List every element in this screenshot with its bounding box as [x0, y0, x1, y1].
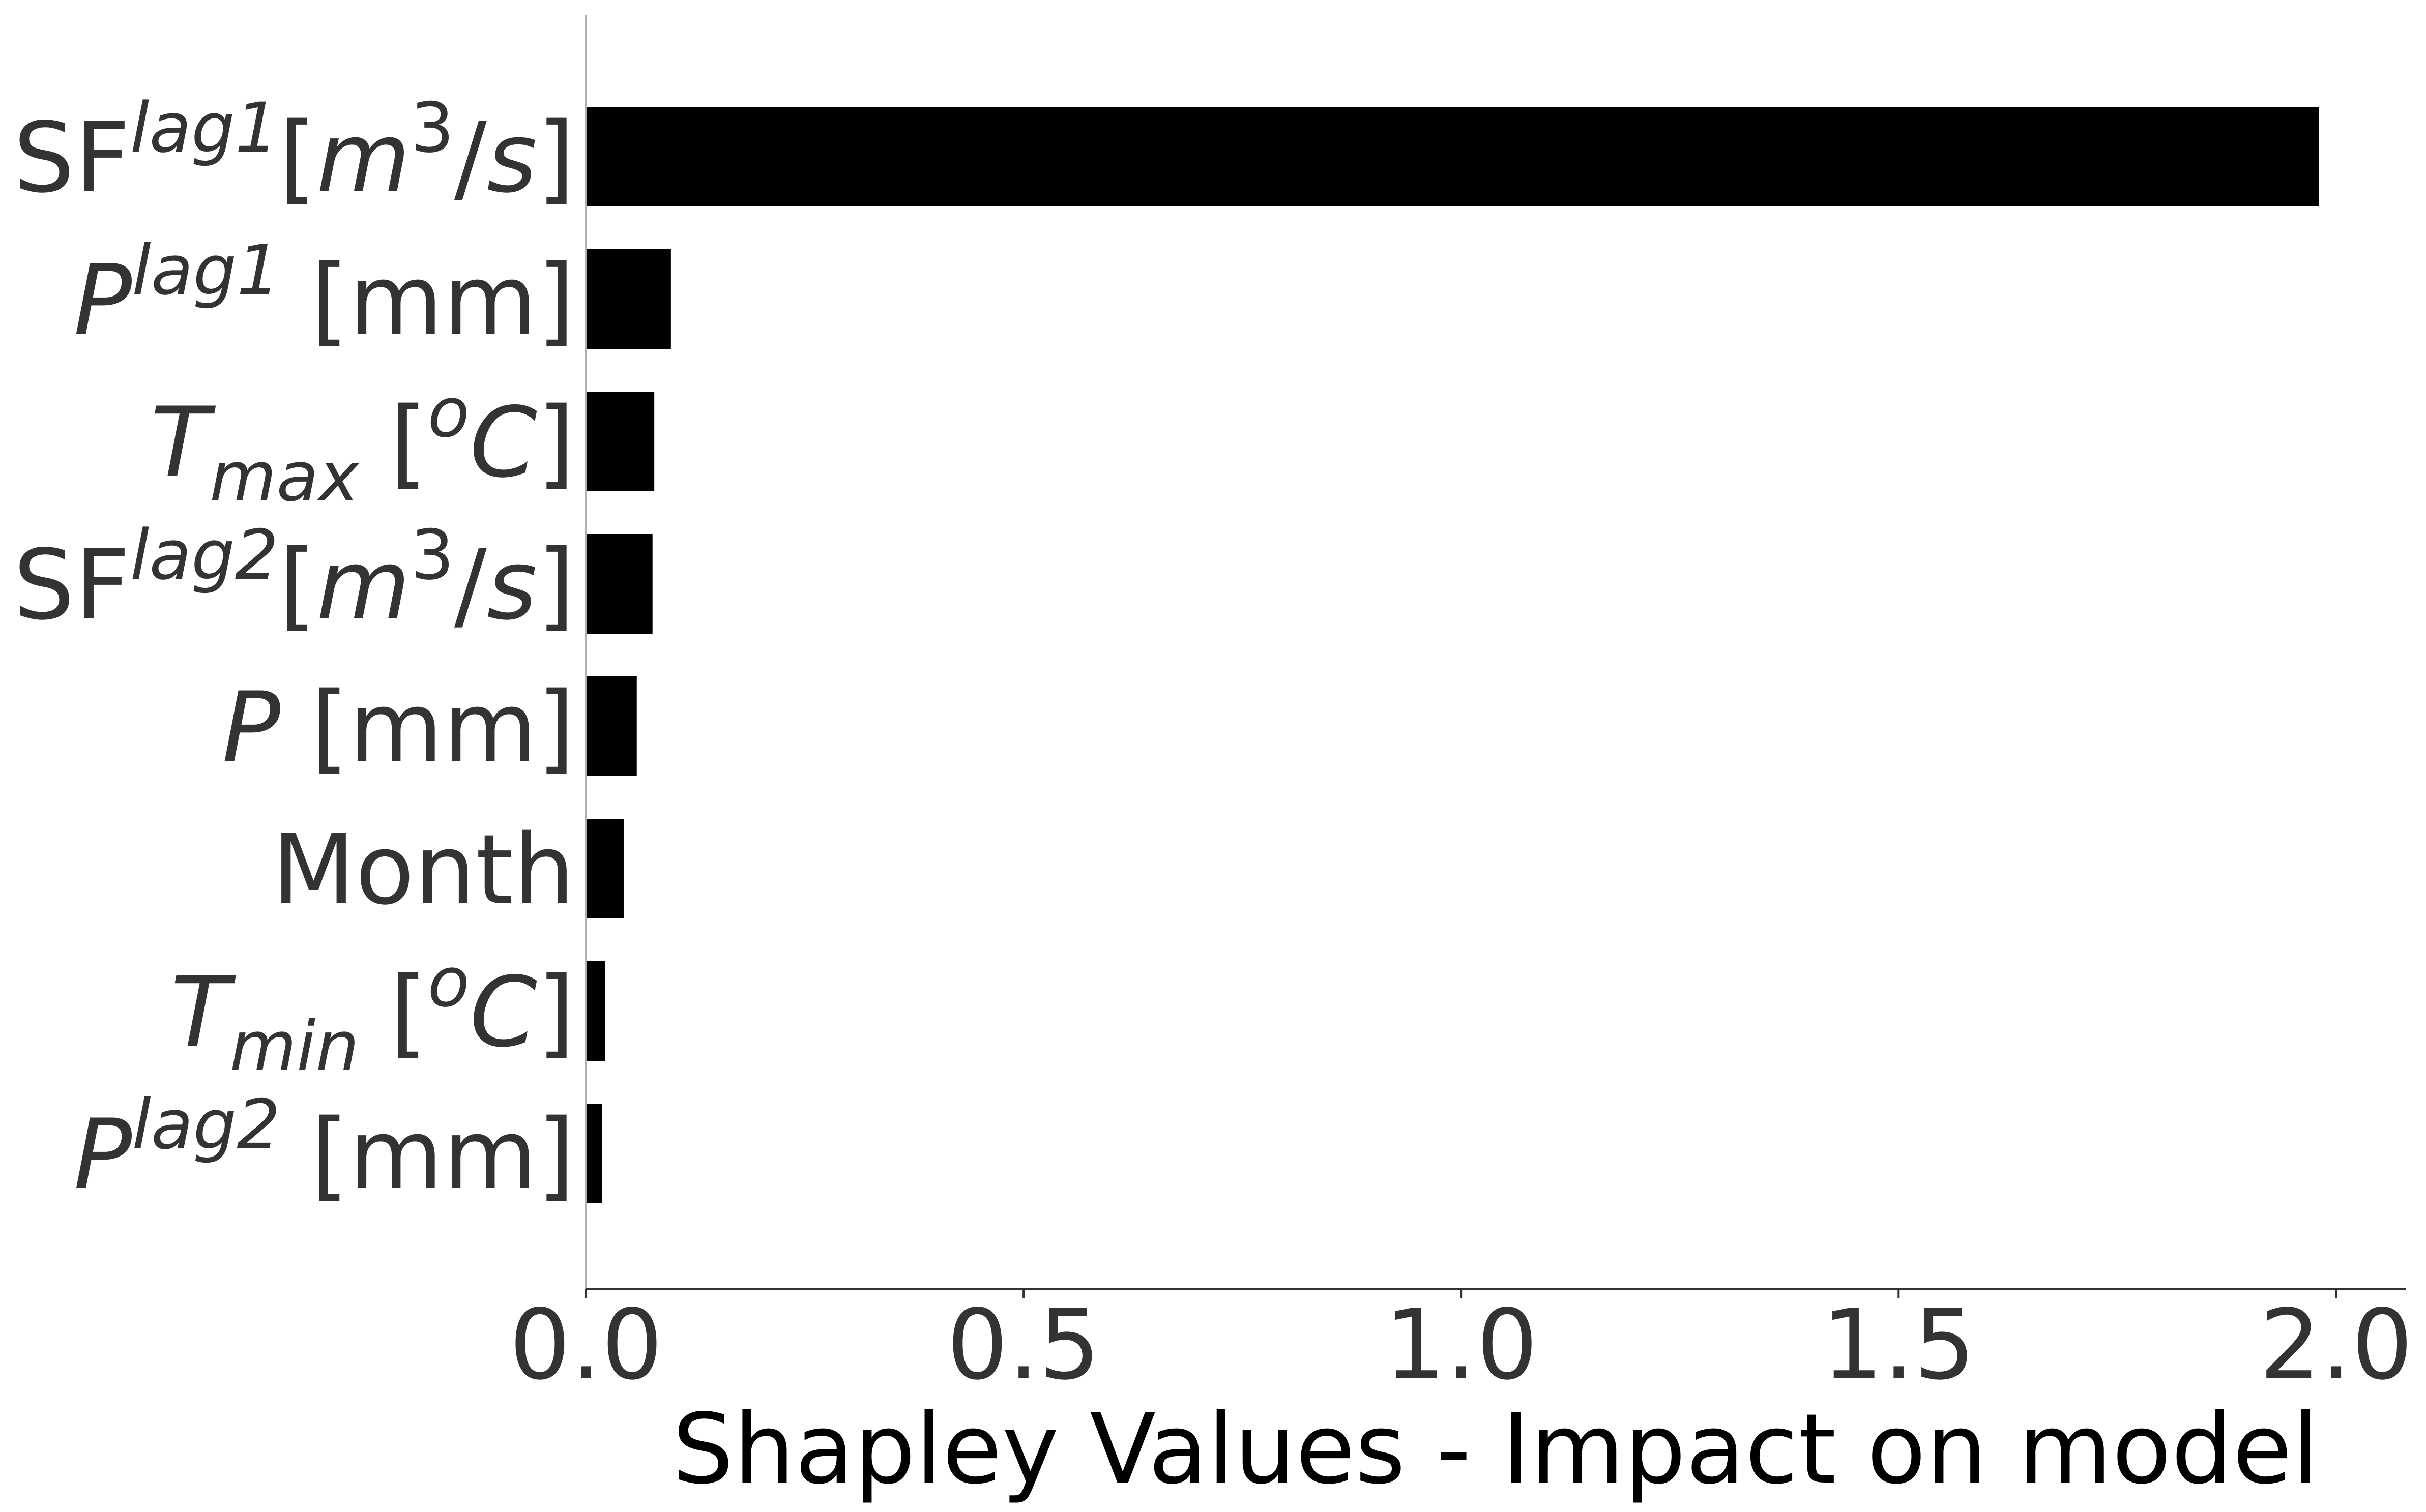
category-labels: SFlag1[m3/s] Plag1 [mm] Tmax [oC]SFlag2[m3…: [13, 88, 575, 1211]
bar-p-lag1: [586, 249, 671, 349]
x-ticks: 0.0 0.5 1.0 1.5 2.0: [509, 1289, 2413, 1401]
bar-month: [586, 819, 624, 918]
category-label-p-lag1: Plag1 [mm]: [74, 230, 575, 357]
category-label-sf-lag2: SFlag2[m3/s]: [13, 515, 575, 641]
x-axis-title: Shapley Values - Impact on model: [673, 1393, 2319, 1505]
category-label-sf-lag1: SFlag1[m3/s]: [13, 88, 575, 214]
bar-p-lag2: [586, 1104, 602, 1203]
bar-sf-lag2: [586, 534, 653, 634]
x-tick-label: 0.0: [509, 1289, 663, 1401]
bar-tmin: [586, 961, 605, 1061]
category-label-p-lag2: Plag2 [mm]: [74, 1085, 575, 1211]
x-tick-label: 1.0: [1384, 1289, 1538, 1401]
category-label-tmin: Tmin [oC]: [170, 942, 575, 1086]
category-label-month: Month: [272, 814, 575, 926]
bar-sf-lag1: [586, 107, 2319, 206]
bar-tmax: [586, 392, 655, 491]
category-label-p: P [mm]: [222, 671, 575, 784]
x-tick-label: 0.5: [947, 1289, 1100, 1401]
x-tick-label: 2.0: [2259, 1289, 2413, 1401]
bars-group: [586, 107, 2319, 1203]
category-label-tmax: Tmax [oC]: [151, 373, 575, 517]
x-tick-label: 1.5: [1822, 1289, 1975, 1401]
bar-p: [586, 676, 637, 776]
